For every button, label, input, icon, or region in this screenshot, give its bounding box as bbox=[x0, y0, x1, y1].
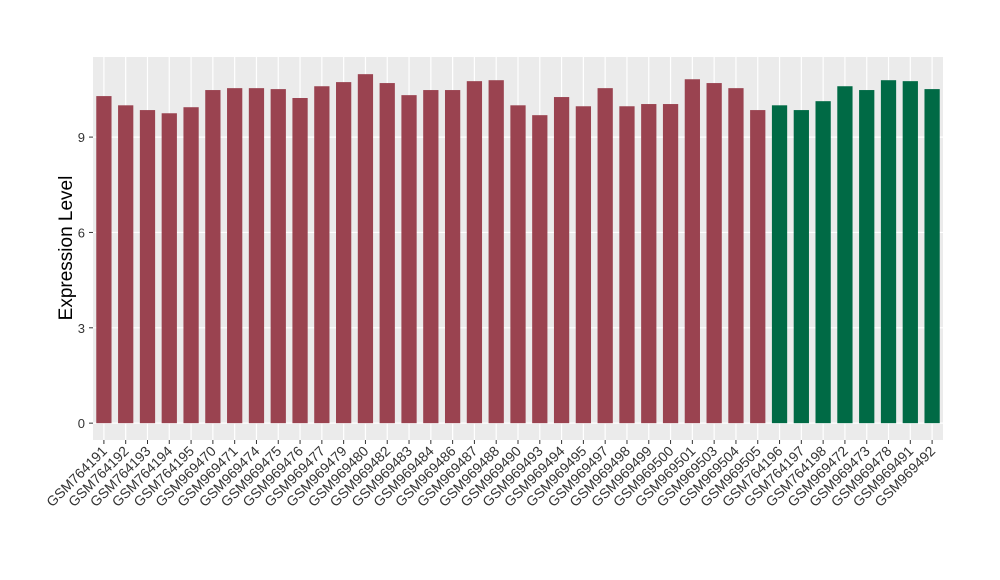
bar bbox=[641, 104, 657, 424]
bar bbox=[750, 110, 766, 424]
bar bbox=[118, 105, 134, 424]
bar bbox=[902, 81, 918, 424]
bar bbox=[575, 106, 592, 424]
bar bbox=[205, 90, 221, 424]
bar bbox=[859, 90, 875, 424]
bar bbox=[771, 105, 788, 424]
bar bbox=[619, 106, 635, 424]
bar bbox=[662, 104, 679, 424]
bar bbox=[597, 88, 613, 424]
bar bbox=[183, 107, 199, 424]
bar bbox=[379, 83, 395, 424]
bar bbox=[96, 96, 112, 424]
bar bbox=[401, 95, 417, 424]
bar bbox=[161, 113, 177, 424]
bar bbox=[880, 80, 897, 424]
bar bbox=[728, 88, 744, 424]
bar bbox=[248, 88, 265, 424]
bar bbox=[706, 83, 722, 424]
bar bbox=[815, 101, 831, 424]
y-tick-label: 0 bbox=[78, 416, 85, 431]
y-tick-label: 6 bbox=[78, 225, 85, 240]
y-axis-label: Expression Level bbox=[56, 176, 77, 321]
bar bbox=[314, 86, 330, 424]
bar bbox=[488, 80, 504, 424]
bar bbox=[423, 90, 439, 424]
bar bbox=[292, 98, 308, 424]
bar bbox=[444, 90, 461, 424]
bar bbox=[532, 115, 548, 424]
y-tick-label: 9 bbox=[78, 130, 85, 145]
bar bbox=[510, 105, 526, 424]
bar bbox=[553, 97, 570, 424]
y-tick-label: 3 bbox=[78, 321, 85, 336]
bar bbox=[466, 81, 483, 424]
bar bbox=[793, 110, 809, 424]
bar bbox=[837, 86, 853, 424]
bar bbox=[684, 79, 700, 424]
bar bbox=[139, 110, 156, 424]
bar bbox=[357, 74, 374, 424]
bar bbox=[336, 82, 352, 424]
bar bbox=[227, 88, 243, 424]
bar bbox=[270, 89, 286, 424]
bar bbox=[924, 89, 940, 424]
